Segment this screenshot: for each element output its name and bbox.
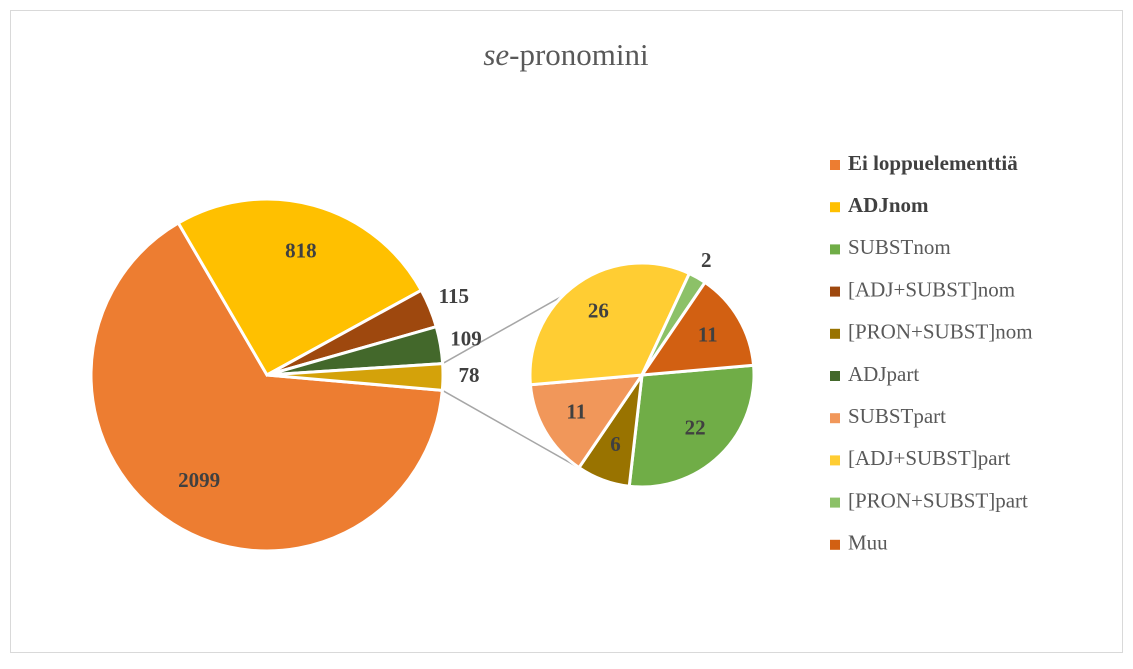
data-label: 11 xyxy=(698,322,718,346)
legend-label: Ei loppuelementtiä xyxy=(848,151,1018,175)
pie-slice xyxy=(89,220,444,553)
data-label: 6 xyxy=(610,432,621,456)
legend-swatch xyxy=(830,455,840,466)
legend-swatch xyxy=(830,497,840,508)
legend-label: SUBSTnom xyxy=(848,235,951,259)
chart-title: se-pronomini xyxy=(483,37,649,72)
legend-swatch xyxy=(830,539,840,550)
legend-label: Muu xyxy=(848,531,888,555)
data-label: 78 xyxy=(458,363,479,387)
legend-label: [PRON+SUBST]nom xyxy=(848,320,1033,344)
connector-line xyxy=(441,389,582,470)
legend-label: SUBSTpart xyxy=(848,404,946,428)
pie-slice xyxy=(528,261,692,387)
pie-slice xyxy=(627,363,756,489)
legend-swatch xyxy=(830,286,840,297)
data-label: 11 xyxy=(566,399,586,423)
pie-slice xyxy=(176,197,424,378)
data-label: 818 xyxy=(285,239,317,263)
legend-label: ADJnom xyxy=(848,193,929,217)
legend-swatch xyxy=(830,413,840,424)
legend-swatch xyxy=(830,160,840,170)
title-rest: -pronomini xyxy=(509,37,649,72)
pie-slice xyxy=(528,373,646,470)
data-label: 2 xyxy=(701,248,712,272)
legend-label: ADJpart xyxy=(848,362,919,386)
legend-label: [ADJ+SUBST]part xyxy=(848,446,1011,470)
legend-label: [PRON+SUBST]part xyxy=(848,488,1028,512)
data-label: 26 xyxy=(588,298,609,322)
data-label: 2099 xyxy=(178,468,220,492)
legend-label: [ADJ+SUBST]nom xyxy=(848,277,1015,301)
title-italic: se xyxy=(483,37,509,72)
connector-line xyxy=(442,295,564,365)
legend-swatch xyxy=(830,244,840,255)
legend-swatch xyxy=(830,328,840,339)
data-label: 22 xyxy=(685,415,706,439)
pie-slice xyxy=(266,361,445,392)
legend-swatch xyxy=(830,202,840,213)
data-label: 109 xyxy=(450,326,482,350)
legend-swatch xyxy=(830,371,840,381)
pie-slice xyxy=(638,280,756,377)
data-label: 115 xyxy=(439,284,469,308)
